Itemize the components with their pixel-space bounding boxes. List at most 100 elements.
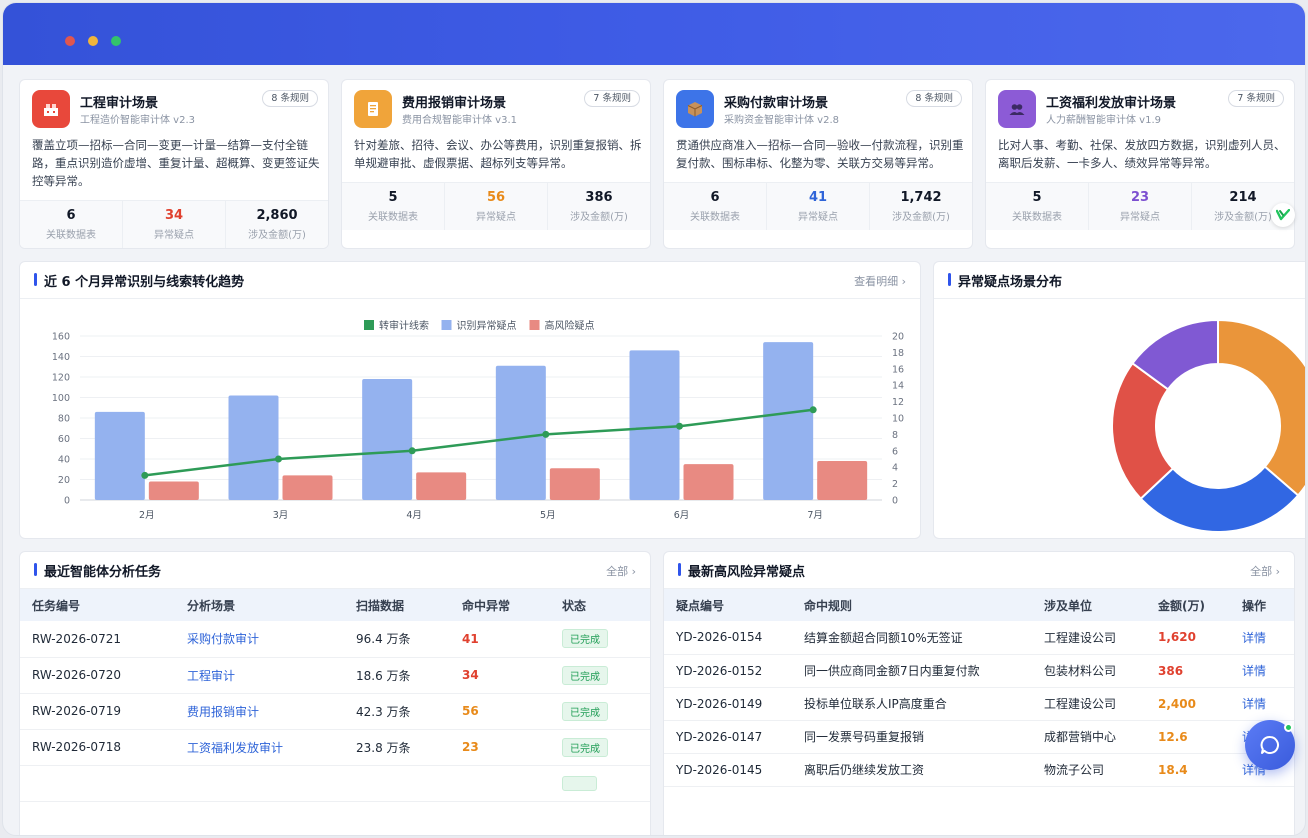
scene-title: 采购付款审计场景 — [724, 96, 829, 111]
y2-tick-label: 16 — [892, 364, 904, 375]
scene-stat: 5 关联数据表 — [986, 183, 1089, 230]
details-link[interactable]: 详情 — [1242, 697, 1267, 711]
legend-swatch — [441, 320, 452, 330]
risks-panel: 最新高风险异常疑点 全部 › 疑点编号 命中规则 涉及单位 金额(万) 操作 YD-20… — [663, 551, 1295, 835]
table-row[interactable]: RW-2026-0721 采购付款审计 96.4 万条 41 已完成 — [20, 621, 650, 658]
bar-high-risk — [282, 475, 333, 500]
risk-rule: 同一发票号码重复报销 — [792, 720, 1032, 754]
line-point — [141, 471, 149, 479]
scene-card[interactable]: 费用报销审计场景 费用合规智能审计体 v3.1 7 条规则 针对差旅、招待、会议… — [341, 79, 651, 249]
table-row[interactable]: YD-2026-0152 同一供应商同金额7日内重复付款 包装材料公司 386 … — [664, 654, 1294, 688]
column-header: 命中规则 — [804, 598, 853, 613]
scene-card[interactable]: 工资福利发放审计场景 人力薪酬智能审计体 v1.9 7 条规则 比对人事、考勤、… — [985, 79, 1295, 249]
stat-value: 1,742 — [900, 190, 942, 205]
y-tick-label: 0 — [64, 496, 70, 507]
bar-anomalies — [94, 411, 145, 500]
dashboard-content: 工程审计场景 工程造价智能审计体 v2.3 8 条规则 覆盖立项—招标—合同—变… — [3, 65, 1306, 835]
scene-card[interactable]: 采购付款审计场景 采购资金智能审计体 v2.8 8 条规则 贯通供应商准入—招标… — [663, 79, 973, 249]
status-badge: 已完成 — [562, 737, 608, 757]
rule-count-badge: 7 条规则 — [1228, 90, 1284, 107]
tasks-view-all-link[interactable]: 全部 › — [606, 565, 636, 578]
scene-stat: 6 关联数据表 — [20, 201, 123, 248]
table-row[interactable]: YD-2026-0154 结算金额超合同额10%无签证 工程建设公司 1,620… — [664, 621, 1294, 655]
status-badge — [562, 776, 598, 791]
x-tick-label: 2月 — [139, 510, 155, 521]
donut-slice[interactable] — [1131, 318, 1219, 391]
y2-tick-label: 2 — [892, 479, 898, 490]
table-row[interactable]: YD-2026-0147 同一发票号码重复报销 成都营销中心 12.6 详情 — [664, 720, 1294, 754]
scene-title: 费用报销审计场景 — [402, 96, 507, 111]
risk-id: YD-2026-0154 — [664, 621, 792, 655]
window-minimize-button[interactable] — [88, 36, 98, 46]
risks-view-all-link[interactable]: 全部 › — [1250, 565, 1280, 578]
stat-value: 386 — [585, 190, 613, 205]
stat-label: 关联数据表 — [368, 212, 418, 223]
window-close-button[interactable] — [65, 36, 75, 46]
donut-slice[interactable] — [1139, 465, 1300, 533]
column-header: 扫描数据 — [356, 598, 405, 613]
stat-label: 涉及金额(万) — [892, 212, 950, 223]
risk-amount: 386 — [1158, 663, 1184, 678]
y2-tick-label: 8 — [892, 430, 898, 441]
table-row[interactable]: RW-2026-0720 工程审计 18.6 万条 34 已完成 — [20, 657, 650, 694]
scene-stats: 5 关联数据表 56 异常疑点 386 涉及金额(万) — [342, 182, 650, 230]
y-tick-label: 120 — [52, 373, 70, 384]
stat-label: 涉及金额(万) — [248, 230, 306, 241]
online-status-dot — [1284, 723, 1293, 732]
stat-value: 2,860 — [256, 208, 298, 223]
risk-amount: 1,620 — [1158, 630, 1196, 645]
y2-tick-label: 4 — [892, 463, 898, 474]
check-logo-icon — [1276, 209, 1290, 221]
scene-stat: 386 涉及金额(万) — [548, 183, 650, 230]
scene-agent-version: 工程造价智能审计体 v2.3 — [80, 115, 195, 126]
table-row[interactable]: RW-2026-0718 工资福利发放审计 23.8 万条 23 已完成 — [20, 729, 650, 766]
task-scene-link[interactable]: 工程审计 — [187, 668, 236, 683]
floating-widget-button[interactable] — [1271, 203, 1295, 227]
scene-description: 覆盖立项—招标—合同—变更—计量—结算—支付全链路，重点识别造价虚增、重复计量、… — [32, 138, 320, 188]
y-tick-label: 60 — [58, 434, 70, 445]
task-id: RW-2026-0721 — [20, 621, 175, 658]
legend-swatch — [529, 320, 540, 330]
window-maximize-button[interactable] — [111, 36, 121, 46]
task-scene-link[interactable]: 工资福利发放审计 — [187, 740, 284, 755]
risk-unit: 成都营销中心 — [1032, 720, 1146, 754]
bar-anomalies — [763, 342, 814, 500]
rule-count-badge: 7 条规则 — [584, 90, 640, 107]
table-row[interactable]: RW-2026-0719 费用报销审计 42.3 万条 56 已完成 — [20, 693, 650, 730]
status-badge: 已完成 — [562, 701, 608, 721]
rule-count-badge: 8 条规则 — [262, 90, 318, 107]
y2-tick-label: 14 — [892, 381, 904, 392]
package-icon — [676, 90, 714, 128]
details-link[interactable]: 详情 — [1242, 664, 1267, 678]
scene-title: 工资福利发放审计场景 — [1046, 96, 1177, 111]
scene-stat: 23 异常疑点 — [1089, 183, 1192, 230]
column-header: 任务编号 — [32, 598, 81, 613]
column-header: 涉及单位 — [1044, 598, 1093, 613]
task-scanned-data: 42.3 万条 — [344, 693, 450, 730]
bar-anomalies — [228, 395, 279, 500]
tasks-panel: 最近智能体分析任务 全部 › 任务编号 分析场景 扫描数据 命中异常 状态 RW-202… — [19, 551, 651, 835]
chat-assistant-button[interactable] — [1245, 720, 1295, 770]
y2-tick-label: 20 — [892, 332, 904, 343]
view-details-link[interactable]: 查看明细 › — [854, 275, 906, 288]
risk-rule: 投标单位联系人IP高度重合 — [792, 687, 1032, 721]
scene-card[interactable]: 工程审计场景 工程造价智能审计体 v2.3 8 条规则 覆盖立项—招标—合同—变… — [19, 79, 329, 249]
scene-description: 比对人事、考勤、社保、发放四方数据，识别虚列人员、离职后发薪、一卡多人、绩效异常… — [998, 138, 1286, 170]
table-row[interactable]: YD-2026-0145 离职后仍继续发放工资 物流子公司 18.4 详情 — [664, 753, 1294, 787]
table-row[interactable]: YD-2026-0149 投标单位联系人IP高度重合 工程建设公司 2,400 … — [664, 687, 1294, 721]
x-tick-label: 5月 — [540, 510, 556, 521]
risk-id: YD-2026-0149 — [664, 687, 792, 721]
y-tick-label: 80 — [58, 414, 70, 425]
scene-card-header: 采购付款审计场景 采购资金智能审计体 v2.8 8 条规则 — [676, 90, 962, 128]
status-badge: 已完成 — [562, 629, 608, 649]
task-scene-link[interactable]: 采购付款审计 — [187, 632, 260, 647]
scene-agent-version: 人力薪酬智能审计体 v1.9 — [1046, 115, 1161, 126]
line-point — [542, 430, 550, 438]
stat-value: 6 — [66, 208, 76, 223]
stat-value: 5 — [388, 190, 398, 205]
details-link[interactable]: 详情 — [1242, 630, 1267, 645]
task-scene-link[interactable]: 费用报销审计 — [187, 704, 260, 719]
donut-slice[interactable] — [1217, 318, 1306, 497]
scene-stat: 6 关联数据表 — [664, 183, 767, 230]
line-point — [676, 422, 683, 430]
